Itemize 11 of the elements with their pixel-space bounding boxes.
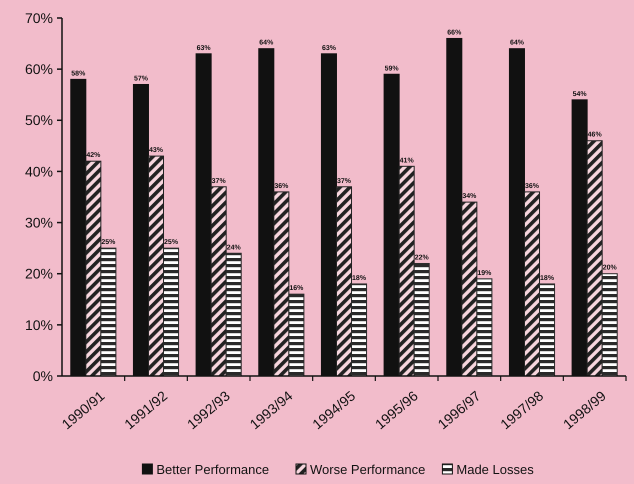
- legend-label: Better Performance: [156, 462, 270, 477]
- legend-label: Made Losses: [456, 462, 534, 477]
- y-tick-label: 50%: [24, 112, 53, 128]
- y-tick-label: 40%: [24, 163, 53, 180]
- y-tick-label: 0%: [32, 368, 53, 384]
- y-tick-label: 30%: [24, 214, 53, 230]
- y-tick-label: 60%: [24, 61, 53, 78]
- y-tick-label: 70%: [24, 10, 53, 26]
- y-tick-label: 20%: [24, 266, 53, 282]
- legend-label: Worse Performance: [310, 462, 426, 477]
- y-tick-label: 10%: [24, 316, 53, 333]
